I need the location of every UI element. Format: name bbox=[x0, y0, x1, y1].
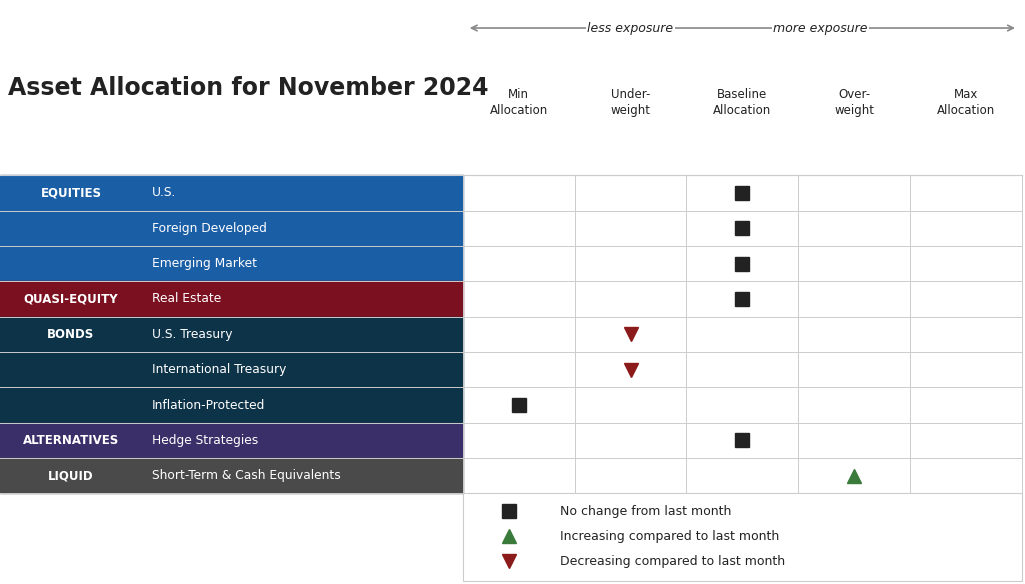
Bar bbox=[141, 175, 463, 211]
Text: Decreasing compared to last month: Decreasing compared to last month bbox=[560, 555, 785, 568]
Bar bbox=[141, 387, 463, 423]
Bar bbox=[0, 211, 141, 246]
Text: Foreign Developed: Foreign Developed bbox=[153, 222, 268, 235]
Bar bbox=[463, 493, 1022, 581]
Text: Short-Term & Cash Equivalents: Short-Term & Cash Equivalents bbox=[153, 470, 341, 482]
Text: Increasing compared to last month: Increasing compared to last month bbox=[560, 530, 779, 543]
Bar bbox=[141, 281, 463, 317]
Bar bbox=[0, 175, 141, 211]
Text: Emerging Market: Emerging Market bbox=[153, 257, 257, 270]
Text: International Treasury: International Treasury bbox=[153, 363, 287, 376]
Bar bbox=[141, 246, 463, 281]
Bar bbox=[0, 458, 141, 493]
Bar bbox=[0, 352, 141, 387]
Text: Real Estate: Real Estate bbox=[153, 293, 221, 305]
Bar bbox=[0, 281, 141, 317]
Text: Inflation-Protected: Inflation-Protected bbox=[153, 398, 265, 412]
Bar bbox=[141, 423, 463, 458]
Text: No change from last month: No change from last month bbox=[560, 505, 732, 517]
Text: Baseline
Allocation: Baseline Allocation bbox=[713, 88, 772, 117]
Bar bbox=[141, 211, 463, 246]
Bar bbox=[141, 352, 463, 387]
Text: U.S. Treasury: U.S. Treasury bbox=[153, 328, 233, 341]
Text: U.S.: U.S. bbox=[153, 186, 176, 199]
Bar bbox=[0, 387, 141, 423]
Text: Max
Allocation: Max Allocation bbox=[937, 88, 995, 117]
Text: more exposure: more exposure bbox=[774, 22, 868, 34]
Bar bbox=[0, 317, 141, 352]
Text: Asset Allocation for November 2024: Asset Allocation for November 2024 bbox=[8, 76, 489, 100]
Text: EQUITIES: EQUITIES bbox=[40, 186, 101, 199]
Text: Over-
weight: Over- weight bbox=[834, 88, 874, 117]
Text: Hedge Strategies: Hedge Strategies bbox=[153, 434, 258, 447]
Text: Min
Allocation: Min Allocation bbox=[490, 88, 547, 117]
Text: ALTERNATIVES: ALTERNATIVES bbox=[23, 434, 119, 447]
Bar bbox=[0, 246, 141, 281]
Bar bbox=[141, 317, 463, 352]
Text: BONDS: BONDS bbox=[47, 328, 94, 341]
Bar bbox=[141, 458, 463, 493]
Text: QUASI-EQUITY: QUASI-EQUITY bbox=[24, 293, 118, 305]
Text: less exposure: less exposure bbox=[587, 22, 673, 34]
Text: LIQUID: LIQUID bbox=[48, 470, 94, 482]
Text: Under-
weight: Under- weight bbox=[611, 88, 651, 117]
Bar bbox=[0, 423, 141, 458]
